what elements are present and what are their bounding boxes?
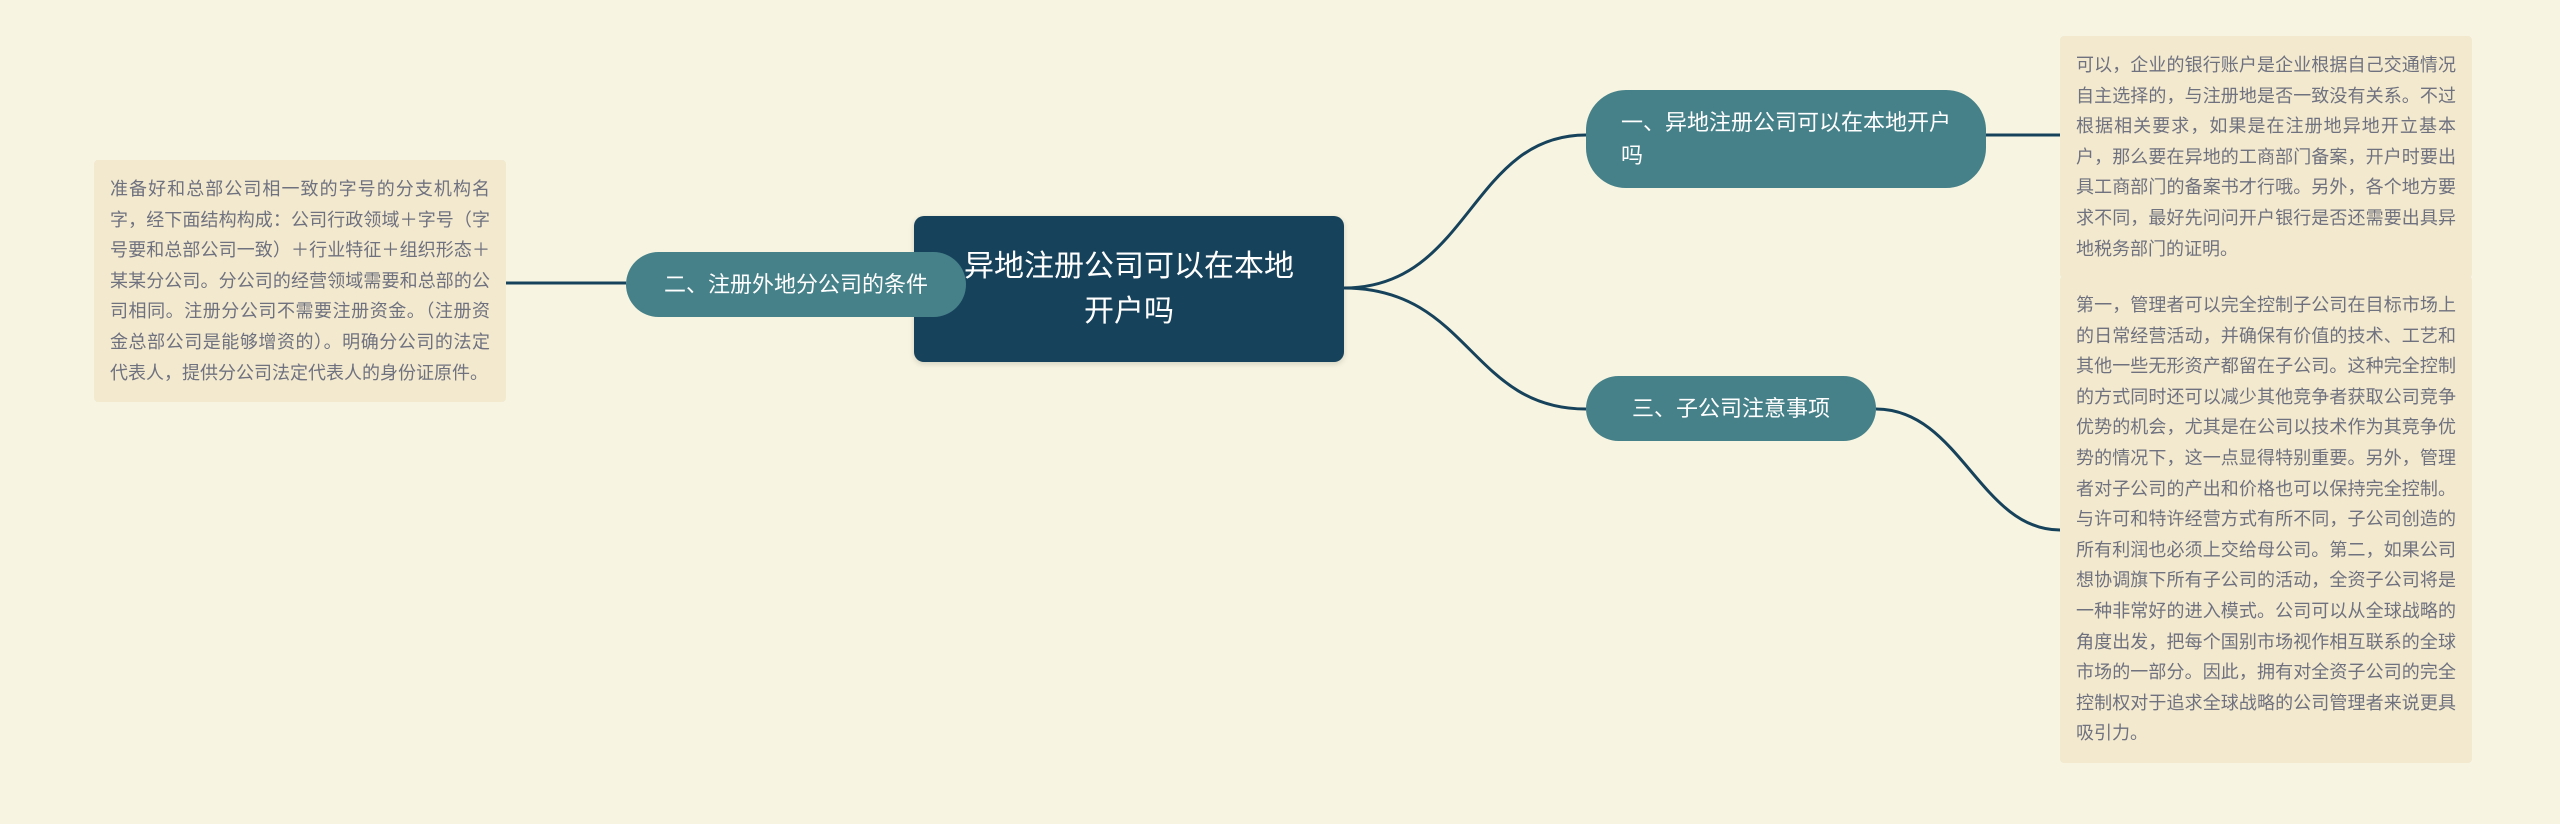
branch-node-2[interactable]: 二、注册外地分公司的条件 — [626, 252, 966, 317]
leaf-node-2: 准备好和总部公司相一致的字号的分支机构名字，经下面结构构成：公司行政领域＋字号（… — [94, 160, 506, 402]
connector-b3-l3 — [1876, 409, 2060, 530]
connector-center-b3 — [1344, 288, 1586, 409]
connector-center-b1 — [1344, 135, 1586, 288]
mindmap-canvas: 异地注册公司可以在本地 开户吗 一、异地注册公司可以在本地开户 吗 二、注册外地… — [0, 0, 2560, 824]
branch-node-3[interactable]: 三、子公司注意事项 — [1586, 376, 1876, 441]
leaf-node-3: 第一，管理者可以完全控制子公司在目标市场上的日常经营活动，并确保有价值的技术、工… — [2060, 276, 2472, 763]
leaf-node-1: 可以，企业的银行账户是企业根据自己交通情况自主选择的，与注册地是否一致没有关系。… — [2060, 36, 2472, 278]
center-node[interactable]: 异地注册公司可以在本地 开户吗 — [914, 216, 1344, 362]
branch-node-1[interactable]: 一、异地注册公司可以在本地开户 吗 — [1586, 90, 1986, 188]
